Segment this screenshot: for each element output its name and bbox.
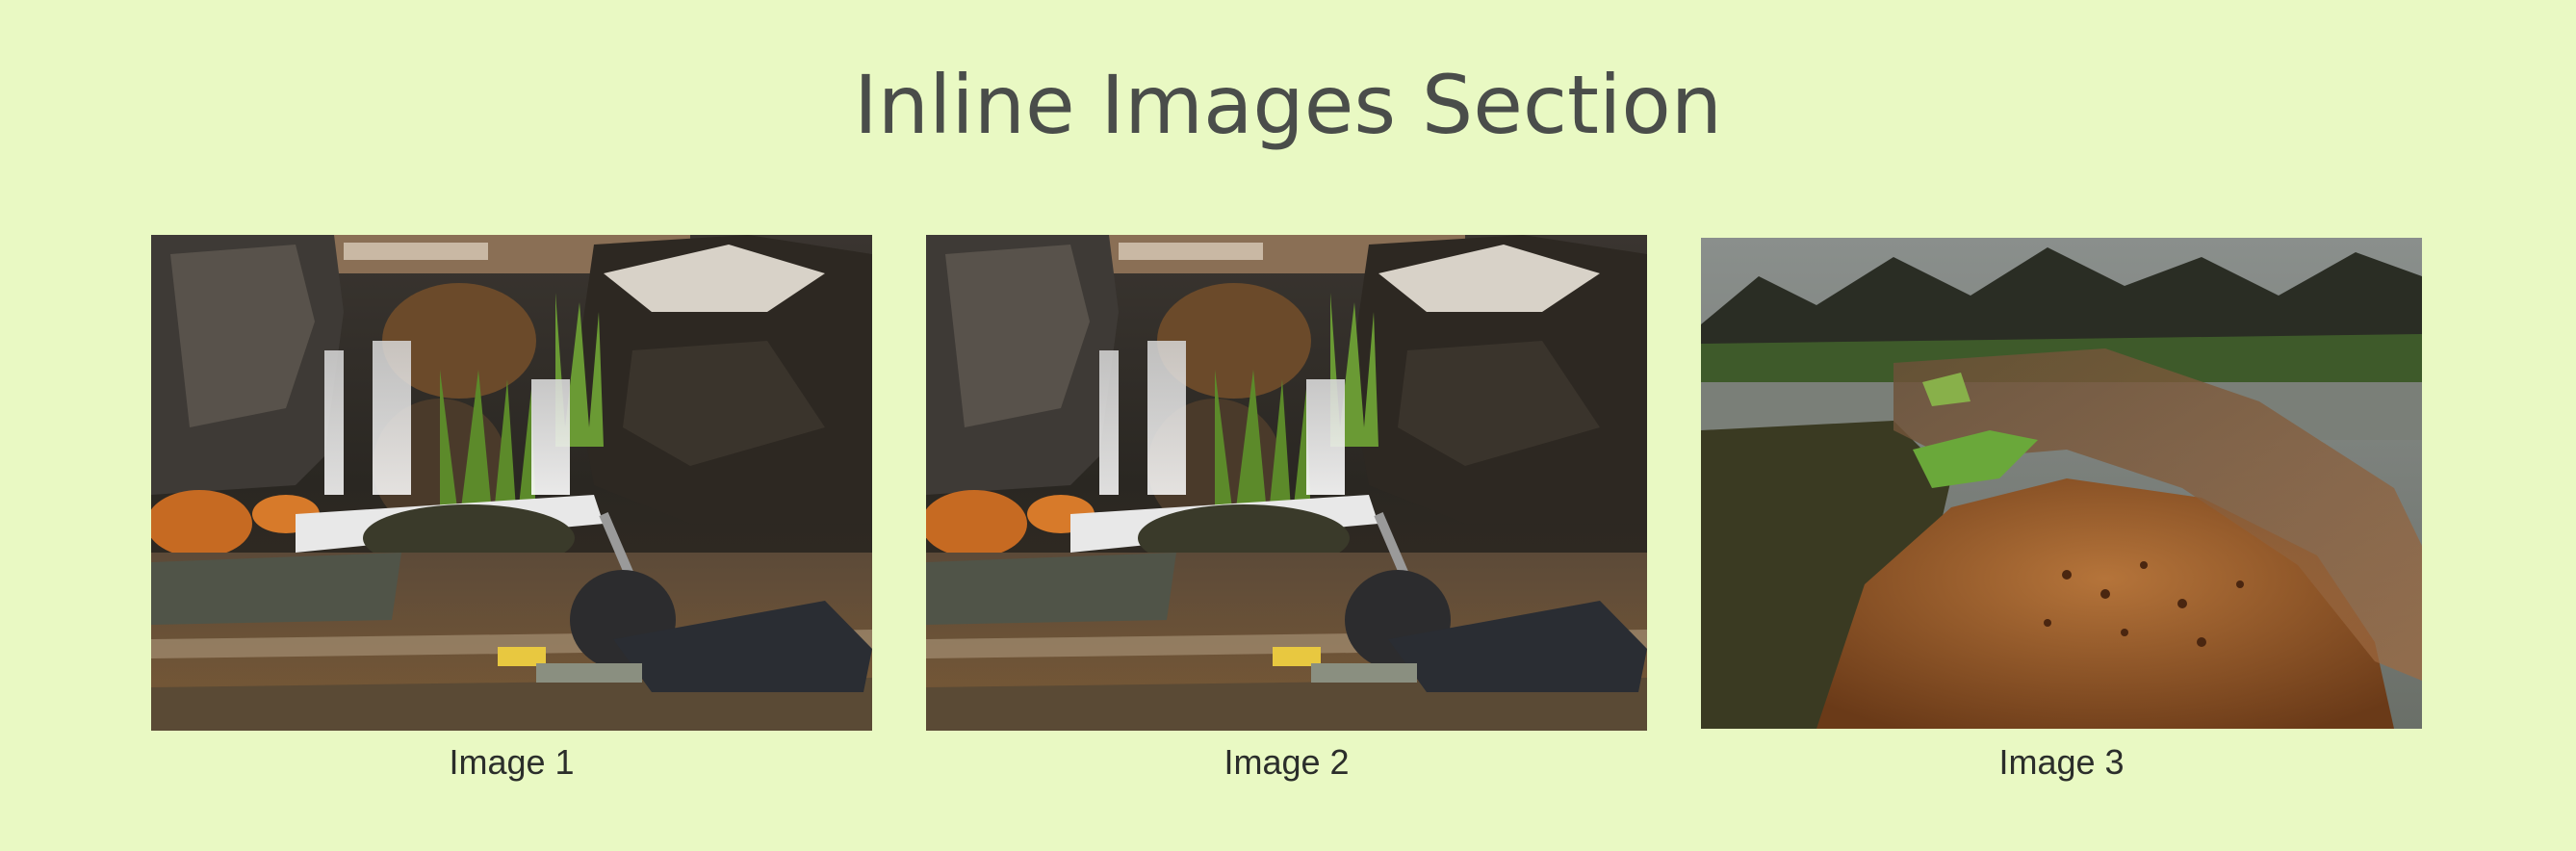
image-caption: Image 1 xyxy=(449,742,575,782)
image-caption: Image 2 xyxy=(1224,742,1350,782)
image-card-3: Image 3 xyxy=(1701,235,2422,783)
inline-images-gallery: Image 1 xyxy=(151,235,2425,793)
river-rock-image[interactable] xyxy=(1701,238,2422,729)
image-caption: Image 3 xyxy=(1998,742,2125,782)
page-title: Inline Images Section xyxy=(854,58,1722,152)
waterfall-snorkeler-image[interactable] xyxy=(926,235,1647,731)
image-card-1: Image 1 xyxy=(151,235,872,783)
image-card-2: Image 2 xyxy=(926,235,1647,783)
waterfall-snorkeler-image[interactable] xyxy=(151,235,872,731)
